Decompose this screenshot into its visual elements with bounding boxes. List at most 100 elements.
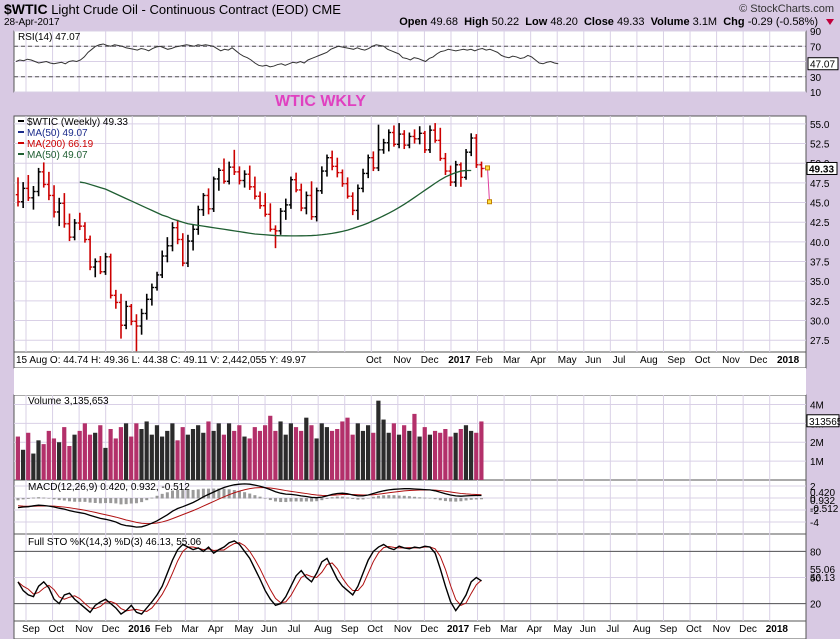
volume-bar <box>180 427 185 480</box>
macd-hist <box>26 498 30 499</box>
volume-bar <box>170 423 175 480</box>
volume-bar <box>93 432 98 480</box>
volume-bar <box>448 436 453 480</box>
volume-bar <box>402 425 407 480</box>
macd-hist <box>104 498 108 504</box>
volume-bar <box>103 447 108 480</box>
macd-hist <box>83 498 87 502</box>
volume-bar <box>206 421 211 480</box>
macd-hist <box>335 496 339 499</box>
price-legend-swatch <box>18 131 24 133</box>
x-label: May <box>558 355 577 366</box>
macd-hist <box>474 498 478 500</box>
macd-hist <box>114 498 118 504</box>
macd-hist <box>207 488 211 499</box>
macd-hist <box>155 495 159 499</box>
macd-hist <box>413 496 417 499</box>
macd-last-label: 0.932 <box>810 496 835 507</box>
volume-bar <box>391 423 396 480</box>
volume-bar <box>108 429 113 480</box>
macd-hist <box>109 498 113 504</box>
macd-hist <box>438 498 442 501</box>
x-label: Nov <box>75 624 93 635</box>
macd-hist <box>454 498 458 502</box>
x-label: Nov <box>713 624 731 635</box>
sto-legend: Full STO %K(14,3) %D(3) 46.13, 55.06 <box>28 537 202 548</box>
macd-hist <box>93 498 97 503</box>
x-label: Dec <box>750 355 768 366</box>
macd-hist <box>222 488 226 499</box>
macd-hist <box>325 498 329 499</box>
x-label: Apr <box>530 355 546 366</box>
volume-bar <box>252 427 257 480</box>
volume-bar <box>458 429 463 480</box>
vol-tick: 4M <box>810 400 824 411</box>
x-label: Dec <box>739 624 757 635</box>
price-legend-swatch <box>18 120 24 122</box>
sto-tick: 20 <box>810 600 822 611</box>
macd-hist <box>418 497 422 499</box>
x-label: Nov <box>722 355 740 366</box>
x-label: Sep <box>659 624 677 635</box>
x-label: Mar <box>503 355 521 366</box>
volume-bar <box>149 434 154 480</box>
vol-last-box <box>806 414 840 428</box>
x-label: Oct <box>695 355 711 366</box>
x-label: 2018 <box>766 624 789 635</box>
x-axis-lower <box>13 620 807 639</box>
macd-hist <box>248 493 252 499</box>
x-label: Aug <box>314 624 332 635</box>
volume-bar <box>381 419 386 480</box>
volume-bar <box>87 434 93 480</box>
volume-bar <box>118 427 123 480</box>
macd-hist <box>150 497 154 499</box>
x-label: Feb <box>155 624 173 635</box>
price-tick: 27.5 <box>810 336 830 347</box>
brand-logo: © StockCharts.com <box>739 3 834 15</box>
x-label: 2017 <box>447 624 470 635</box>
volume-bar <box>299 430 304 480</box>
projection-point <box>485 165 490 171</box>
close-value: 49.33 <box>617 16 645 28</box>
macd-hist <box>37 497 41 499</box>
macd-hist <box>88 498 92 503</box>
macd-hist <box>371 496 375 499</box>
volume-bar <box>257 430 263 480</box>
x-label: 2017 <box>448 355 471 366</box>
volume-bar <box>319 423 324 480</box>
volume-bar <box>226 423 232 480</box>
macd-hist <box>402 495 406 499</box>
x-label: Oct <box>686 624 702 635</box>
volume-bar <box>453 432 458 480</box>
x-label: May <box>553 624 572 635</box>
volume-bar <box>386 432 391 480</box>
macd-hist <box>480 498 483 500</box>
low-label: Low <box>525 16 548 28</box>
volume-bar <box>314 438 319 480</box>
macd-hist <box>263 498 267 499</box>
rsi-legend: RSI(14) 47.07 <box>18 32 81 43</box>
high-value: 50.22 <box>491 16 520 28</box>
volume-bar <box>463 425 469 480</box>
volume-bar <box>345 417 350 480</box>
volume-bar <box>36 440 41 480</box>
gap-area <box>14 368 806 395</box>
projection-line <box>487 167 490 202</box>
macd-hist <box>469 498 473 500</box>
macd-hist <box>68 498 71 502</box>
macd-hist <box>289 498 293 502</box>
volume-bar <box>242 436 247 480</box>
volume-bar <box>479 421 484 480</box>
macd-hist <box>294 498 298 502</box>
macd-hist <box>145 498 149 501</box>
price-tick: 55.0 <box>810 120 830 131</box>
macd-hist <box>459 498 463 502</box>
price-tick: 30.0 <box>810 317 830 328</box>
macd-hist <box>181 490 185 499</box>
volume-bar <box>335 429 340 480</box>
volume-bar <box>20 449 26 480</box>
volume-bar <box>329 430 335 480</box>
x-label: Jul <box>606 624 619 635</box>
volume-bar <box>41 444 46 480</box>
